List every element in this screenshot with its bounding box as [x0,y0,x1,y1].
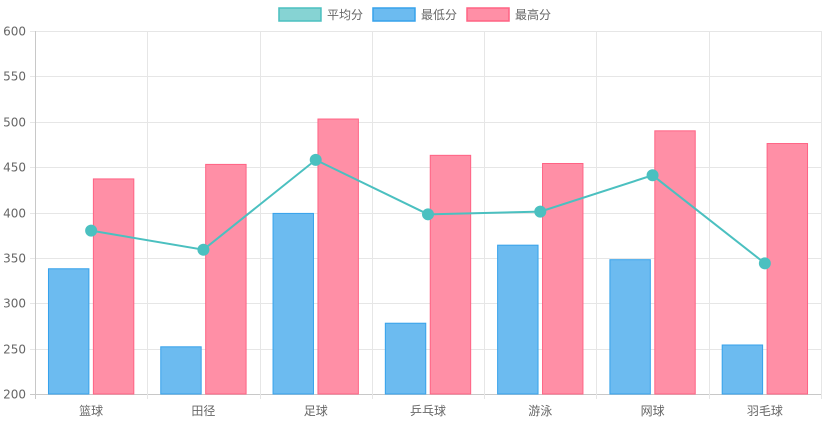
x-tick-label: 足球 [304,404,328,418]
x-tick-label: 田径 [191,404,215,418]
x-tick-label: 网球 [641,404,665,418]
y-tick-label: 450 [3,161,26,175]
legend-swatch [466,7,510,22]
legend-item-0[interactable]: 平均分 [278,7,363,22]
y-tick-label: 300 [3,297,26,311]
x-tick-label: 篮球 [79,403,103,418]
avg-point-5[interactable] [646,169,659,182]
x-tick-label: 乒乓球 [410,404,446,418]
bar-min-5[interactable] [609,259,651,395]
legend-item-2[interactable]: 最高分 [466,7,551,22]
bar-max-4[interactable] [542,162,584,395]
bar-min-3[interactable] [384,322,427,395]
bar-min-1[interactable] [160,346,202,395]
bar-max-2[interactable] [317,118,359,395]
avg-point-6[interactable] [758,257,771,270]
bar-min-0[interactable] [47,268,90,395]
bar-max-3[interactable] [429,154,472,395]
avg-point-0[interactable] [85,224,98,237]
bar-min-6[interactable] [721,344,764,395]
legend-swatch [278,7,322,22]
legend-swatch [372,7,416,22]
legend-item-1[interactable]: 最低分 [372,7,457,22]
avg-point-2[interactable] [309,153,322,166]
y-tick-label: 400 [3,207,26,221]
y-tick-label: 350 [3,252,26,266]
legend-label: 平均分 [327,8,363,22]
y-tick-label: 200 [3,388,26,402]
y-tick-label: 550 [3,70,26,84]
y-tick-label: 600 [3,25,26,39]
y-tick-label: 500 [3,116,26,130]
avg-point-3[interactable] [422,208,434,221]
y-tick-label: 250 [3,343,26,357]
axis-layer: 200 250 300 350 400 450 500 550 600 篮球 田径 足球 乒乓球 游泳 网球… [3,25,783,419]
legend-label: 最高分 [515,7,551,22]
bar-max-5[interactable] [654,130,696,395]
x-tick-label: 羽毛球 [747,404,783,418]
bar-max-1[interactable] [205,163,247,395]
bar-min-4[interactable] [497,244,539,395]
bars-layer [47,118,809,395]
bar-max-6[interactable] [766,143,809,395]
legend[interactable]: 平均分 最低分 最高分 [278,7,551,22]
bar-min-2[interactable] [272,212,314,395]
x-tick-label: 游泳 [528,404,552,418]
avg-point-1[interactable] [197,243,210,256]
avg-point-4[interactable] [534,205,547,218]
line-layer [85,153,771,270]
legend-label: 最低分 [421,8,457,22]
bar-max-0[interactable] [92,178,135,395]
